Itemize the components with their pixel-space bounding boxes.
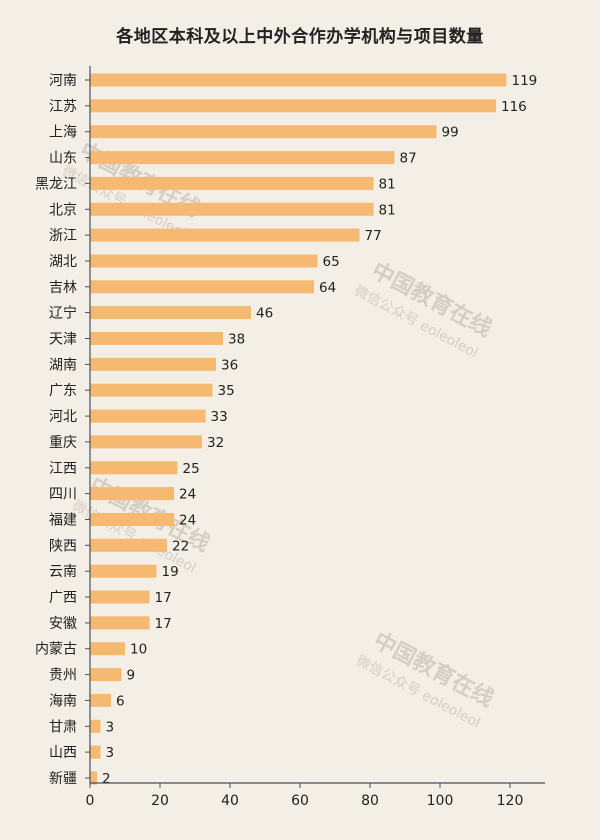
bar: [90, 771, 97, 785]
bar: [90, 125, 437, 139]
category-label: 辽宁: [49, 305, 77, 322]
bar: [90, 590, 150, 604]
bar: [90, 176, 374, 190]
data-label: 81: [379, 202, 396, 218]
category-label: 湖北: [49, 254, 77, 270]
data-label: 32: [207, 435, 224, 451]
bar: [90, 513, 174, 526]
chart-title: 各地区本科及以上中外合作办学机构与项目数量: [116, 27, 484, 47]
bar: [90, 642, 125, 656]
category-label: 重庆: [49, 435, 77, 451]
bar: [90, 73, 507, 87]
data-label: 99: [442, 125, 459, 141]
data-label: 2: [102, 771, 111, 787]
category-label: 浙江: [49, 228, 77, 244]
data-label: 38: [228, 332, 245, 348]
bar: [90, 538, 167, 552]
x-tick-label: 80: [361, 793, 379, 809]
data-label: 17: [155, 616, 172, 632]
category-label: 贵州: [49, 668, 77, 684]
data-label: 6: [116, 693, 125, 709]
data-label: 10: [130, 642, 147, 658]
category-label: 黑龙江: [35, 176, 77, 192]
data-label: 119: [512, 73, 538, 89]
bar: [90, 564, 157, 578]
data-label: 9: [127, 668, 136, 684]
bar: [90, 383, 213, 397]
data-label: 35: [218, 383, 235, 399]
data-label: 17: [155, 590, 172, 606]
category-label: 江西: [49, 461, 77, 477]
category-label: 四川: [49, 487, 77, 503]
bar: [90, 409, 206, 423]
category-label: 云南: [49, 564, 77, 580]
category-label: 河南: [49, 73, 77, 89]
x-tick-label: 60: [291, 793, 309, 809]
bar: [90, 202, 374, 216]
axis-layer: 0 20 40 60 80 100 120: [86, 66, 545, 809]
watermark-2: 中国教育在线 微信公众号 eoleoleol: [352, 257, 496, 361]
bar: [90, 228, 360, 242]
category-label: 广东: [49, 383, 77, 399]
x-tick-label: 0: [86, 793, 95, 809]
category-label: 广西: [49, 590, 77, 606]
bar: [90, 461, 178, 475]
category-label: 河北: [49, 409, 77, 425]
data-label: 64: [319, 280, 336, 296]
bar: [90, 151, 395, 165]
bar: [90, 745, 101, 759]
x-tick-label: 20: [151, 793, 169, 809]
bar: [90, 693, 111, 707]
category-label: 甘肃: [49, 719, 77, 735]
category-label: 安徽: [49, 616, 77, 632]
data-label: 116: [501, 99, 527, 115]
bar: [90, 668, 122, 682]
data-label: 3: [106, 745, 115, 761]
bars-layer: 河南 119 江苏 116 上海 99 山东 87 黑龙江 81 北京 81 浙江 77 湖北 65 吉林 64 辽…: [35, 73, 537, 787]
category-label: 上海: [49, 125, 77, 141]
category-label: 福建: [49, 513, 77, 529]
data-label: 25: [183, 461, 200, 477]
bar: [90, 616, 150, 630]
watermark-4: 中国教育在线 微信公众号 eoleoleol: [354, 627, 498, 731]
bar: [90, 99, 496, 113]
category-label: 山西: [49, 745, 77, 761]
data-label: 81: [379, 176, 396, 192]
category-label: 山东: [49, 151, 77, 167]
category-label: 海南: [49, 693, 77, 709]
data-label: 19: [162, 564, 179, 580]
bar: [90, 280, 314, 294]
bar: [90, 254, 318, 268]
category-label: 吉林: [49, 280, 77, 296]
data-label: 77: [365, 228, 382, 244]
data-label: 24: [179, 487, 196, 503]
data-label: 3: [106, 719, 115, 735]
bar: [90, 719, 101, 733]
bar: [90, 487, 174, 501]
category-label: 北京: [49, 202, 77, 218]
x-tick-label: 120: [497, 793, 524, 809]
data-label: 22: [172, 538, 189, 554]
data-label: 87: [400, 151, 417, 167]
category-label: 湖南: [49, 357, 77, 373]
data-label: 36: [221, 357, 238, 373]
bar: [90, 306, 251, 320]
category-label: 江苏: [49, 99, 77, 115]
x-tick-label: 100: [427, 793, 454, 809]
category-label: 天津: [49, 332, 77, 348]
bar: [90, 435, 202, 449]
x-tick-label: 40: [221, 793, 239, 809]
category-label: 陕西: [49, 538, 77, 554]
data-label: 24: [179, 513, 196, 529]
category-label: 新疆: [49, 771, 77, 787]
bar: [90, 357, 216, 371]
data-label: 33: [211, 409, 228, 425]
bar: [90, 332, 223, 345]
data-label: 65: [323, 254, 340, 270]
watermarks: 中国教育在线 微信公众号 eoleoleol 中国教育在线 微信公众号 eole…: [60, 137, 498, 731]
data-label: 46: [256, 306, 273, 322]
category-label: 内蒙古: [35, 642, 77, 658]
